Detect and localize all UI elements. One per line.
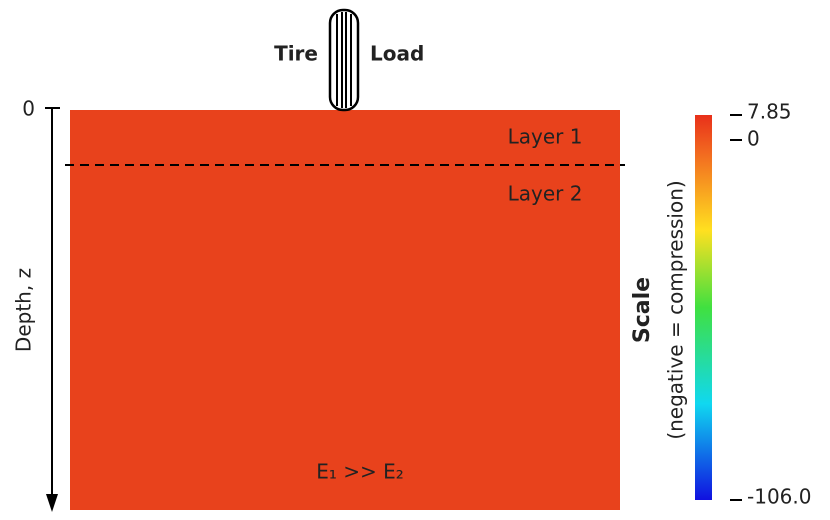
layer2-label: Layer 2 xyxy=(508,182,583,206)
load-label: Load xyxy=(370,42,424,66)
depth-origin: 0 xyxy=(22,97,35,121)
scale-max: 7.85 xyxy=(747,100,792,124)
depth-arrowhead xyxy=(46,494,58,512)
scale-subtitle: (negative = compression) xyxy=(664,180,688,439)
tire-outline xyxy=(328,8,360,112)
tire-label: Tire xyxy=(274,42,318,66)
scale-min: -106.0 xyxy=(747,485,811,509)
tire xyxy=(328,8,360,112)
color-bar xyxy=(695,115,712,500)
depth-label: Depth, z xyxy=(12,268,36,352)
modulus-relation: E₁ >> E₂ xyxy=(316,460,404,484)
scale-zero: 0 xyxy=(747,127,760,151)
scale-title: Scale xyxy=(630,277,655,343)
stress-core xyxy=(305,110,385,172)
layer1-label: Layer 1 xyxy=(508,125,583,149)
